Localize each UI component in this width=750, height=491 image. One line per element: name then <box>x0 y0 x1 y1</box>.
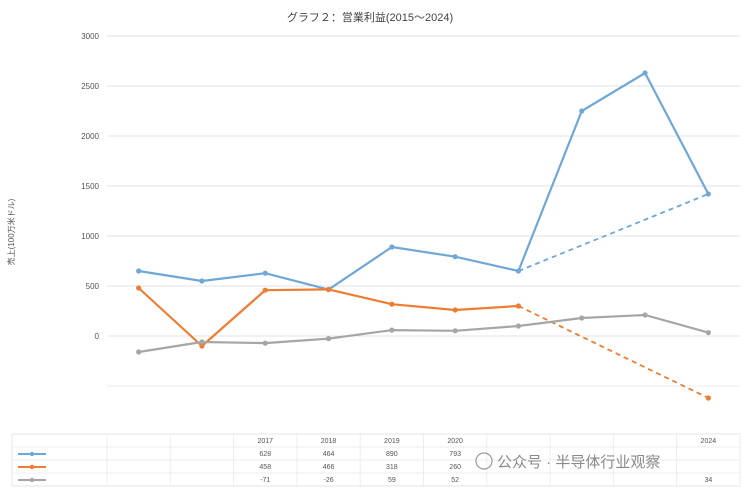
data-point <box>262 287 268 293</box>
data-point <box>642 312 648 318</box>
projection-line <box>518 193 709 272</box>
data-point <box>262 270 268 276</box>
legend-marker <box>29 477 35 483</box>
series-line <box>517 71 710 272</box>
series-line <box>138 313 709 354</box>
y-tick-label: 2500 <box>81 82 99 91</box>
data-point <box>136 349 142 355</box>
wechat-icon <box>475 452 493 470</box>
data-point <box>199 339 205 345</box>
table-cell: 34 <box>704 477 712 484</box>
data-point <box>389 327 395 333</box>
table-header-cell: 2017 <box>257 438 273 445</box>
y-axis-label: 売上(100万米ドル) <box>6 198 16 265</box>
data-point <box>705 191 711 197</box>
series-2 <box>136 285 711 401</box>
data-table: 2017 2018 2019 2020 2024 628 464 890 793 458 466 31… <box>11 433 741 487</box>
data-point <box>136 285 142 291</box>
data-point <box>579 108 585 114</box>
data-point <box>262 340 268 346</box>
grid <box>107 35 740 387</box>
y-tick-label: 3000 <box>81 32 99 41</box>
table-header-cell: 2020 <box>447 438 463 445</box>
legend-marker <box>29 464 35 470</box>
y-tick-label: 500 <box>86 282 100 291</box>
data-point <box>325 336 332 342</box>
watermark: 公众号 · 半导体行业观察 <box>475 452 660 471</box>
data-point <box>199 278 205 284</box>
data-point <box>515 268 522 274</box>
series-1 <box>136 70 711 293</box>
data-point <box>452 328 458 334</box>
data-point <box>515 303 522 309</box>
table-cell: 260 <box>449 464 461 471</box>
table-cell: 59 <box>388 477 396 484</box>
table-cell: 458 <box>259 464 271 471</box>
table-cell: 890 <box>386 451 398 458</box>
data-point <box>579 315 585 321</box>
data-point <box>452 254 458 260</box>
table-cell: 628 <box>259 451 271 458</box>
watermark-text: 公众号 · 半导体行业观察 <box>497 453 660 471</box>
chart-title: グラフ２：営業利益(2015～2024) <box>287 10 453 24</box>
data-point <box>705 395 711 401</box>
data-point <box>642 70 648 76</box>
y-tick-label: 1500 <box>81 182 99 191</box>
table-header-cell: 2024 <box>701 438 717 445</box>
series-line <box>138 245 519 291</box>
table-header-cell: 2018 <box>321 438 337 445</box>
legend-marker <box>29 451 35 457</box>
data-point <box>389 244 395 250</box>
table-cell: -26 <box>323 477 333 484</box>
data-point <box>389 301 395 307</box>
table-cell: 464 <box>323 451 335 458</box>
data-point <box>325 286 332 292</box>
y-tick-label: 2000 <box>81 132 99 141</box>
table-cell: 466 <box>323 464 335 471</box>
data-point <box>705 330 711 336</box>
table-cell: 793 <box>449 451 461 458</box>
table-header-cell: 2019 <box>384 438 400 445</box>
y-axis: 0 500 1000 1500 2000 2500 3000 <box>81 32 99 341</box>
y-tick-label: 0 <box>95 332 100 341</box>
data-point <box>136 268 142 274</box>
data-point <box>515 323 522 329</box>
data-point <box>452 307 458 313</box>
series-layer <box>136 70 711 401</box>
table-cell: 318 <box>386 464 398 471</box>
series-3 <box>136 312 711 355</box>
table-cell: 52 <box>451 477 459 484</box>
projection-line <box>518 305 709 399</box>
y-tick-label: 1000 <box>81 232 99 241</box>
data-point <box>199 343 205 349</box>
table-cell: -71 <box>260 477 270 484</box>
